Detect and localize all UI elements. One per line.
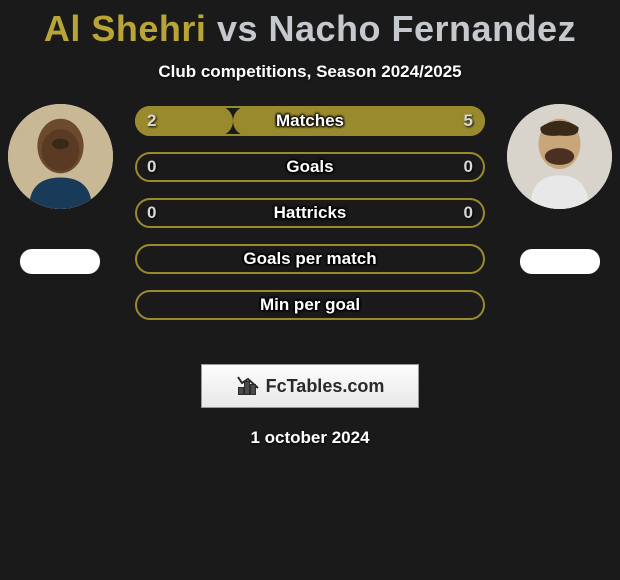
player2-avatar: [507, 104, 612, 209]
stat-row: Hattricks0 0: [135, 196, 485, 230]
comparison-area: Matches25Goals00Hattricks00Goals per mat…: [0, 104, 620, 354]
stats-bars: Matches25Goals00Hattricks00Goals per mat…: [135, 104, 485, 334]
comparison-title: Al Shehri vs Nacho Fernandez: [0, 0, 620, 50]
player2-name: Nacho Fernandez: [269, 8, 577, 49]
avatar-placeholder-icon: [507, 104, 612, 209]
stat-row: Matches2 5: [135, 104, 485, 138]
stat-label: Goals per match: [135, 249, 485, 269]
stat-value-left: 2: [147, 111, 156, 131]
player1-flag: [20, 249, 100, 274]
stat-value-left: 0: [147, 203, 156, 223]
stat-label: Goals: [135, 157, 485, 177]
logo-text: FcTables.com: [266, 376, 385, 397]
player1-name: Al Shehri: [44, 8, 207, 49]
stat-row: Min per goal: [135, 288, 485, 322]
stat-row: Goals per match: [135, 242, 485, 276]
stat-label: Matches: [135, 111, 485, 131]
chart-icon: [236, 374, 260, 398]
vs-text: vs: [217, 8, 258, 49]
subtitle: Club competitions, Season 2024/2025: [0, 62, 620, 82]
stat-label: Min per goal: [135, 295, 485, 315]
fctables-logo: FcTables.com: [201, 364, 419, 408]
stat-value-right: 5: [464, 111, 473, 131]
date-text: 1 october 2024: [0, 428, 620, 448]
player1-avatar: [8, 104, 113, 209]
stat-value-left: 0: [147, 157, 156, 177]
stat-label: Hattricks: [135, 203, 485, 223]
stat-row: Goals0 0: [135, 150, 485, 184]
player2-flag: [520, 249, 600, 274]
avatar-placeholder-icon: [8, 104, 113, 209]
stat-value-right: 0: [464, 157, 473, 177]
stat-value-right: 0: [464, 203, 473, 223]
